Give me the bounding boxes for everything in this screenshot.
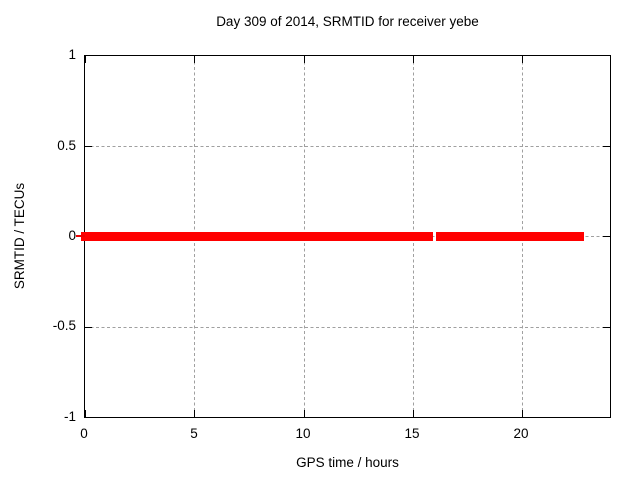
- ytick-label-m05: -0.5: [52, 318, 76, 333]
- xtick-bottom-5: [194, 410, 195, 417]
- xtick-label-15: 15: [404, 426, 420, 441]
- gridline-y05: [85, 146, 610, 147]
- gridline-ym05: [85, 327, 610, 328]
- xtick-bottom-15: [413, 410, 414, 417]
- ytick-left-05: [85, 146, 92, 147]
- plot-inner: [81, 56, 610, 417]
- ytick-label-0: 0: [68, 228, 76, 243]
- xtick-top-15: [413, 56, 414, 63]
- xtick-top-10: [304, 56, 305, 63]
- ytick-label-05: 0.5: [57, 138, 76, 153]
- ytick-right-0: [603, 236, 610, 237]
- xtick-label-0: 0: [80, 426, 88, 441]
- ytick-right-m05: [603, 327, 610, 328]
- ytick-left-m05: [85, 327, 92, 328]
- data-series-axis-mark: [76, 235, 85, 237]
- xtick-bottom-10: [304, 410, 305, 417]
- xtick-label-10: 10: [295, 426, 311, 441]
- data-series-segment-2: [436, 232, 584, 241]
- plot-area: [81, 55, 611, 418]
- chart-title: Day 309 of 2014, SRMTID for receiver yeb…: [216, 14, 479, 29]
- data-series-segment-1: [81, 232, 433, 241]
- xtick-bottom-20: [522, 410, 523, 417]
- ytick-right-05: [603, 146, 610, 147]
- xtick-label-5: 5: [190, 426, 198, 441]
- xtick-top-5: [194, 56, 195, 63]
- x-axis-label: GPS time / hours: [296, 455, 399, 470]
- xtick-label-20: 20: [513, 426, 529, 441]
- ytick-label-1: 1: [68, 47, 76, 62]
- xtick-top-20: [522, 56, 523, 63]
- y-axis-label: SRMTID / TECUs: [12, 182, 27, 290]
- ytick-label-m1: -1: [63, 409, 76, 424]
- xtick-top-0: [85, 56, 86, 63]
- xtick-bottom-0: [85, 410, 86, 417]
